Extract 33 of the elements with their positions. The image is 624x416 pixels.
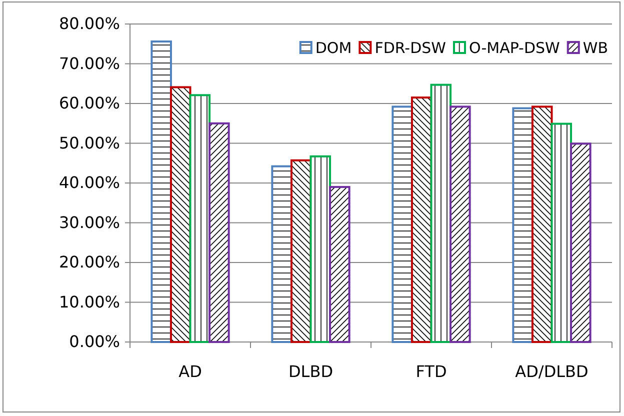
- bar: [208, 122, 230, 343]
- bar: [290, 159, 312, 343]
- y-tick-label: 30.00%: [58, 212, 120, 232]
- y-tick-label: 80.00%: [58, 14, 120, 34]
- y-tick-label: 70.00%: [58, 54, 120, 73]
- bar: [189, 94, 211, 343]
- y-tick-label: 20.00%: [58, 252, 120, 272]
- bar: [271, 165, 292, 343]
- y-tick-label: 60.00%: [58, 94, 120, 113]
- bar: [392, 106, 413, 343]
- legend-label: DOM: [315, 39, 352, 57]
- bar: [550, 122, 572, 343]
- bar: [410, 96, 432, 343]
- bar: [170, 86, 192, 343]
- x-tick-label: AD/DLBD: [515, 362, 588, 381]
- bar: [310, 155, 332, 343]
- x-tick-label: DLBD: [288, 362, 334, 381]
- legend-label: WB: [582, 39, 608, 57]
- x-tick-label: AD: [178, 362, 202, 381]
- y-tick-label: 40.00%: [58, 173, 120, 192]
- bar: [150, 40, 172, 343]
- bar: [570, 142, 592, 343]
- bar: [512, 107, 534, 343]
- y-tick-label: 50.00%: [58, 133, 120, 152]
- bar: [430, 84, 452, 343]
- bar: [450, 106, 471, 343]
- bar: [329, 186, 350, 343]
- legend-label: FDR-DSW: [374, 39, 446, 57]
- bar: [531, 106, 553, 343]
- y-tick-label: 0.00%: [69, 332, 120, 352]
- legend-label: O-MAP-DSW: [469, 39, 560, 57]
- x-tick-label: FTD: [416, 362, 447, 381]
- y-tick-label: 10.00%: [58, 292, 120, 312]
